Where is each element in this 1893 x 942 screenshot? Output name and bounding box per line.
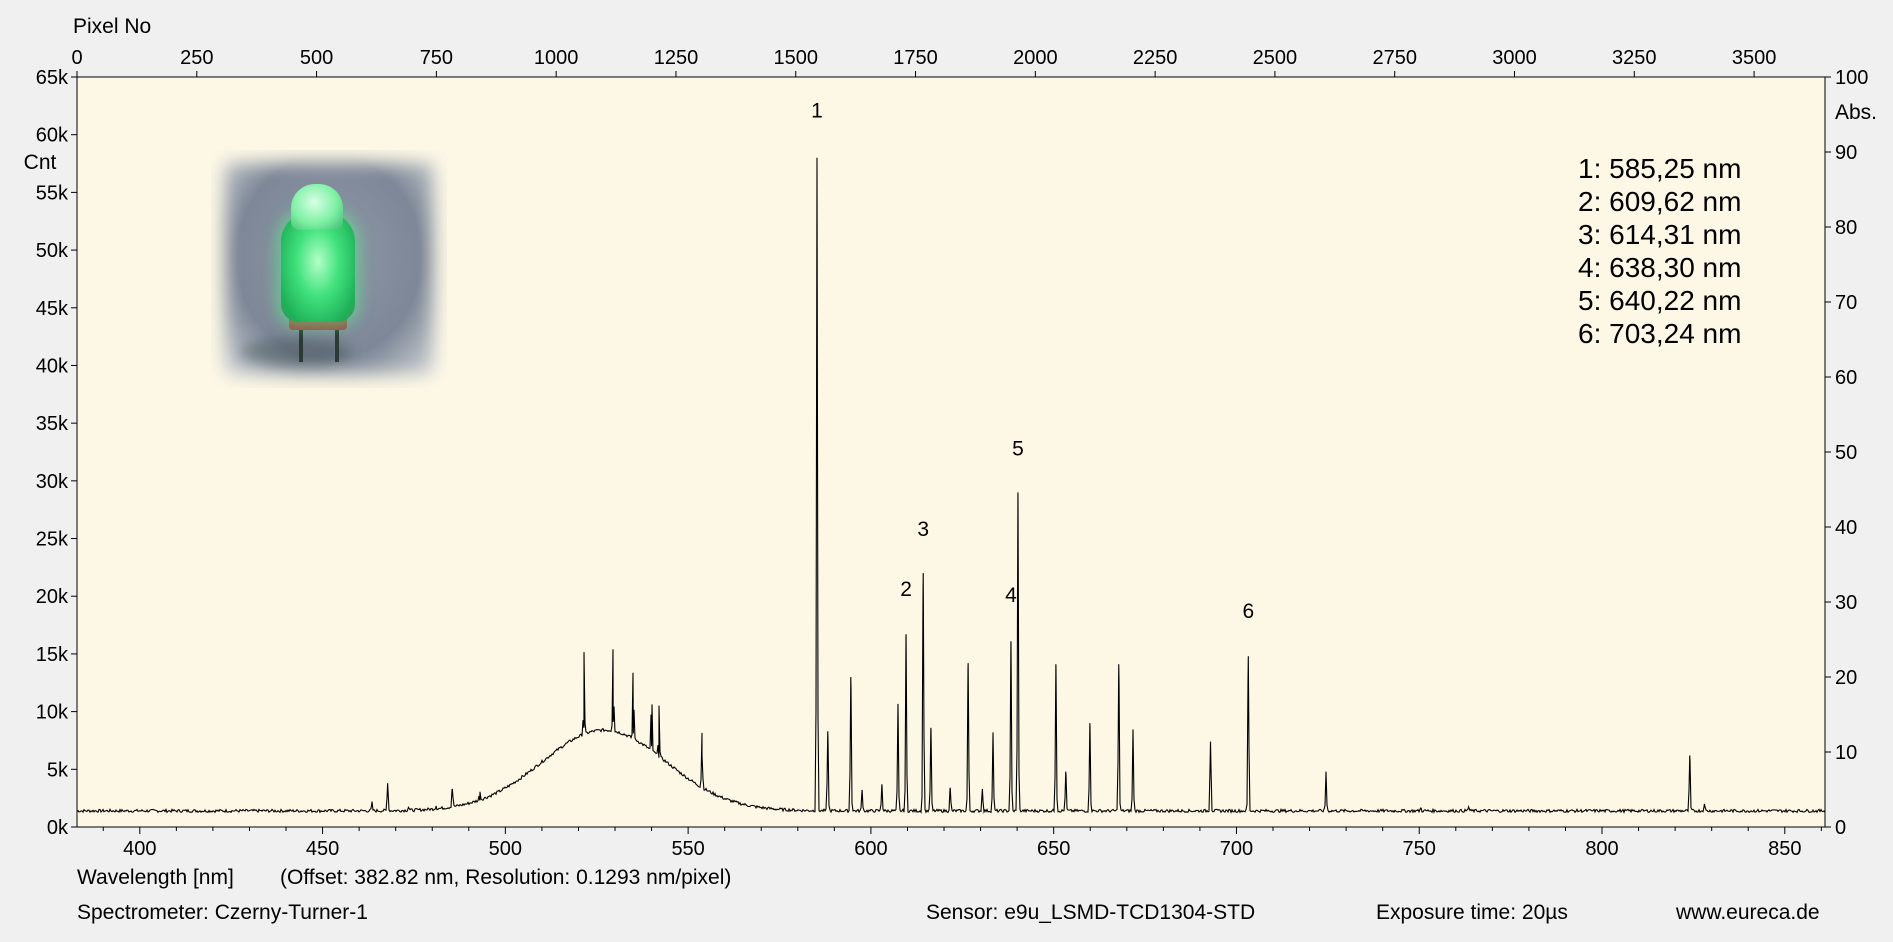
led-leg xyxy=(299,328,303,362)
left-axis-tick-label: 0k xyxy=(47,817,69,839)
top-axis-tick-label: 3250 xyxy=(1612,47,1657,69)
top-axis-tick-label: 2500 xyxy=(1253,47,1298,69)
left-axis-tick-label: 15k xyxy=(36,644,69,666)
right-axis-tick-label: 80 xyxy=(1835,217,1857,239)
right-axis-tick-label: 40 xyxy=(1835,517,1857,539)
right-axis-tick-label: 20 xyxy=(1835,667,1857,689)
legend-entry-2: 2: 609,62 nm xyxy=(1578,186,1741,217)
top-axis-tick-label: 1500 xyxy=(774,47,819,69)
exposure-label: Exposure time: 20µs xyxy=(1376,901,1568,924)
right-axis-tick-label: 50 xyxy=(1835,442,1857,464)
legend-entry-6: 6: 703,24 nm xyxy=(1578,318,1741,349)
peak-label-1: 1 xyxy=(811,99,823,122)
sensor-label: Sensor: e9u_LSMD-TCD1304-STD xyxy=(926,901,1256,924)
right-axis-tick-label: 0 xyxy=(1835,817,1846,839)
legend-entry-5: 5: 640,22 nm xyxy=(1578,285,1741,316)
bottom-axis-tick-label: 750 xyxy=(1403,838,1436,860)
bottom-axis-tick-label: 550 xyxy=(671,838,704,860)
left-axis-tick-label: 5k xyxy=(47,759,69,781)
right-axis-title: Abs. xyxy=(1835,101,1877,124)
left-axis-tick-label: 10k xyxy=(36,702,69,724)
bottom-axis-tick-label: 500 xyxy=(489,838,522,860)
led-leg xyxy=(335,328,339,362)
website-link[interactable]: www.eureca.de xyxy=(1676,901,1820,924)
top-axis-tick-label: 1000 xyxy=(534,47,579,69)
left-axis-tick-label: 65k xyxy=(36,67,69,89)
bottom-axis-note: (Offset: 382.82 nm, Resolution: 0.1293 n… xyxy=(280,866,731,889)
legend-entry-3: 3: 614,31 nm xyxy=(1578,219,1741,250)
bottom-axis-tick-label: 600 xyxy=(854,838,887,860)
left-axis-tick-label: 45k xyxy=(36,298,69,320)
top-axis-tick-label: 1750 xyxy=(893,47,938,69)
left-axis-tick-label: 55k xyxy=(36,182,69,204)
left-axis-tick-label: 30k xyxy=(36,471,69,493)
right-axis-tick-label: 10 xyxy=(1835,742,1857,764)
top-axis-tick-label: 1250 xyxy=(654,47,699,69)
peak-label-4: 4 xyxy=(1005,584,1017,607)
bottom-axis-tick-label: 850 xyxy=(1768,838,1801,860)
top-axis-tick-label: 2750 xyxy=(1372,47,1417,69)
bottom-axis-tick-label: 650 xyxy=(1037,838,1070,860)
peak-label-5: 5 xyxy=(1012,437,1024,460)
led-body xyxy=(281,212,355,322)
bottom-axis-tick-label: 700 xyxy=(1220,838,1253,860)
top-axis-tick-label: 0 xyxy=(71,47,82,69)
spectrum-line xyxy=(76,157,1826,815)
top-axis-title: Pixel No xyxy=(73,15,151,38)
right-axis-tick-label: 60 xyxy=(1835,367,1857,389)
led-cap xyxy=(291,184,343,230)
led-shadow xyxy=(241,338,351,366)
left-axis-tick-label: 60k xyxy=(36,125,69,147)
top-axis-tick-label: 3000 xyxy=(1492,47,1537,69)
left-axis-tick-label: 50k xyxy=(36,240,69,262)
left-axis-tick-label: 35k xyxy=(36,413,69,435)
right-axis-tick-label: 100 xyxy=(1835,67,1868,89)
left-axis-tick-label: 40k xyxy=(36,355,69,377)
peak-label-6: 6 xyxy=(1242,600,1254,623)
top-axis-tick-label: 500 xyxy=(300,47,333,69)
right-axis-tick-label: 90 xyxy=(1835,142,1857,164)
top-axis-tick-label: 750 xyxy=(420,47,453,69)
left-axis-tick-label: 25k xyxy=(36,529,69,551)
bottom-axis-tick-label: 800 xyxy=(1585,838,1618,860)
top-axis-tick-label: 2000 xyxy=(1013,47,1058,69)
legend-entry-4: 4: 638,30 nm xyxy=(1578,252,1741,283)
peak-label-2: 2 xyxy=(900,578,912,601)
bottom-axis-tick-label: 400 xyxy=(123,838,156,860)
top-axis-tick-label: 250 xyxy=(180,47,213,69)
right-axis-tick-label: 70 xyxy=(1835,292,1857,314)
left-axis-title: Cnt xyxy=(24,151,57,174)
top-axis-tick-label: 2250 xyxy=(1133,47,1178,69)
spectrometer-label: Spectrometer: Czerny-Turner-1 xyxy=(77,901,368,924)
green-led-photo xyxy=(211,150,447,388)
bottom-axis-title: Wavelength [nm] xyxy=(77,866,234,889)
right-axis-tick-label: 30 xyxy=(1835,592,1857,614)
bottom-axis-tick-label: 450 xyxy=(306,838,339,860)
peak-label-3: 3 xyxy=(917,518,929,541)
top-axis-tick-label: 3500 xyxy=(1732,47,1777,69)
left-axis-tick-label: 20k xyxy=(36,586,69,608)
legend-entry-1: 1: 585,25 nm xyxy=(1578,153,1741,184)
